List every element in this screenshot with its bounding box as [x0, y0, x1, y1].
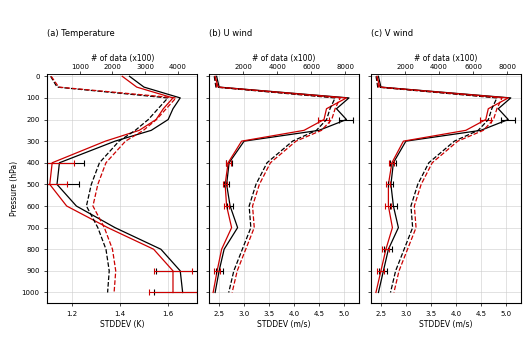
Y-axis label: Pressure (hPa): Pressure (hPa): [10, 161, 19, 216]
Text: (a) Temperature: (a) Temperature: [47, 29, 115, 38]
Text: (c) V wind: (c) V wind: [371, 29, 413, 38]
X-axis label: # of data (x100): # of data (x100): [90, 54, 154, 63]
Text: (b) U wind: (b) U wind: [209, 29, 252, 38]
X-axis label: # of data (x100): # of data (x100): [414, 54, 478, 63]
X-axis label: STDDEV (m/s): STDDEV (m/s): [419, 320, 472, 329]
X-axis label: # of data (x100): # of data (x100): [252, 54, 316, 63]
X-axis label: STDDEV (m/s): STDDEV (m/s): [257, 320, 311, 329]
X-axis label: STDDEV (K): STDDEV (K): [100, 320, 145, 329]
